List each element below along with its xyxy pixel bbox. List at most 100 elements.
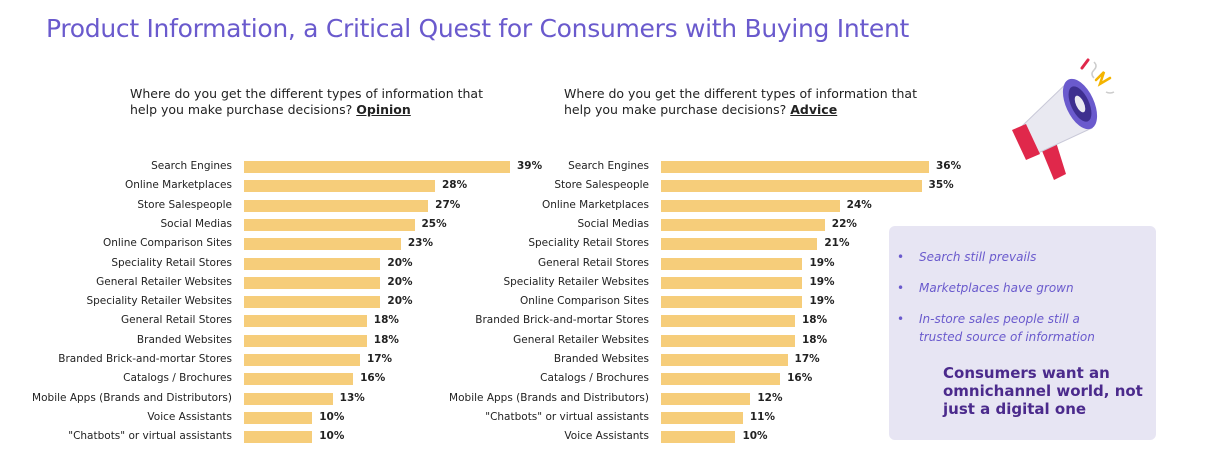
advice-value-label: 11% <box>749 410 776 423</box>
advice-value-label: 21% <box>824 237 850 250</box>
insight-bullet: Search still prevails <box>897 248 1124 266</box>
opinion-bar <box>244 315 367 328</box>
opinion-bar <box>244 257 381 270</box>
opinion-bar <box>244 354 360 366</box>
opinion-value-label: 28% <box>441 179 468 192</box>
opinion-bar <box>244 431 313 444</box>
opinion-bar <box>244 238 401 251</box>
advice-value-label: 19% <box>809 295 835 308</box>
opinion-category-label: Catalogs / Brochures <box>123 372 232 385</box>
advice-value-label: 36% <box>936 160 962 172</box>
insight-bullet: Marketplaces have grown <box>897 279 1124 297</box>
opinion-bar <box>244 161 510 173</box>
advice-bar <box>661 411 743 424</box>
advice-category-label: Catalogs / Brochures <box>540 372 649 385</box>
advice-category-label: Social Medias <box>577 217 649 230</box>
opinion-category-label: Search Engines <box>151 160 232 172</box>
advice-category-label: Online Marketplaces <box>541 198 649 211</box>
opinion-bar <box>244 276 381 289</box>
opinion-category-label: Online Marketplaces <box>124 179 232 192</box>
advice-value-label: 18% <box>802 314 828 327</box>
advice-bar <box>661 334 795 347</box>
advice-category-label: Store Salespeople <box>554 179 649 192</box>
advice-bar <box>661 315 795 328</box>
opinion-category-label: Speciality Retail Stores <box>111 256 232 269</box>
advice-category-label: Branded Brick-and-mortar Stores <box>475 314 649 327</box>
opinion-value-label: 20% <box>387 256 413 269</box>
opinion-value-label: 13% <box>339 391 365 404</box>
advice-bar <box>661 354 788 366</box>
advice-bar <box>661 218 825 231</box>
opinion-category-label: General Retail Stores <box>121 314 232 327</box>
opinion-bar <box>244 373 354 386</box>
advice-bar <box>661 161 929 173</box>
opinion-value-label: 23% <box>407 237 433 250</box>
advice-value-label: 24% <box>846 198 872 211</box>
advice-category-label: Search Engines <box>568 160 649 172</box>
advice-value-label: 19% <box>809 256 835 269</box>
advice-category-label: Branded Websites <box>553 353 649 365</box>
advice-bar <box>661 431 736 444</box>
chart-opinion-question: Where do you get the different types of … <box>130 86 483 117</box>
advice-category-label: Online Comparison Sites <box>519 295 649 308</box>
advice-bar <box>661 199 840 212</box>
opinion-value-label: 10% <box>319 430 345 443</box>
advice-value-label: 12% <box>757 391 783 404</box>
opinion-value-label: 20% <box>387 275 413 288</box>
chart-advice-title: Where do you get the different types of … <box>564 86 924 118</box>
advice-value-label: 17% <box>794 353 820 365</box>
opinion-category-label: Mobile Apps (Brands and Distributors) <box>32 391 232 404</box>
advice-value-label: 22% <box>831 217 857 230</box>
opinion-bar <box>244 296 381 309</box>
advice-bar <box>661 296 803 309</box>
chart-opinion-title: Where do you get the different types of … <box>130 86 490 118</box>
advice-bar <box>661 373 781 386</box>
opinion-category-label: Store Salespeople <box>137 198 232 211</box>
advice-bar <box>661 276 803 289</box>
opinion-category-label: Speciality Retailer Websites <box>86 295 232 308</box>
insight-bullet: In-store sales people still a trusted so… <box>897 310 1124 346</box>
opinion-value-label: 27% <box>435 198 461 211</box>
advice-value-label: 35% <box>928 179 954 192</box>
opinion-value-label: 25% <box>421 217 447 230</box>
advice-bar <box>661 257 803 270</box>
opinion-bar <box>244 392 333 405</box>
opinion-value-label: 10% <box>319 410 345 423</box>
megaphone-icon <box>1012 58 1115 180</box>
opinion-bar <box>244 180 435 193</box>
opinion-category-label: Social Medias <box>160 217 232 230</box>
opinion-category-label: Branded Brick-and-mortar Stores <box>58 353 232 365</box>
opinion-bar <box>244 218 415 231</box>
advice-bar <box>661 180 922 193</box>
opinion-bar <box>244 334 367 347</box>
opinion-category-label: Branded Websites <box>136 333 232 346</box>
advice-category-label: Mobile Apps (Brands and Distributors) <box>449 391 649 404</box>
advice-value-label: 19% <box>809 275 835 288</box>
advice-value-label: 10% <box>742 430 768 443</box>
advice-category-label: Speciality Retailer Websites <box>503 275 649 288</box>
insights-panel: Search still prevails Marketplaces have … <box>889 226 1156 440</box>
advice-bar <box>661 392 751 405</box>
opinion-value-label: 20% <box>387 295 413 308</box>
page-title: Product Information, a Critical Quest fo… <box>46 14 910 43</box>
advice-category-label: General Retail Stores <box>538 256 649 269</box>
opinion-value-label: 39% <box>517 160 543 172</box>
opinion-bar <box>244 411 313 424</box>
opinion-bar <box>244 199 429 212</box>
advice-bar <box>661 238 818 251</box>
opinion-value-label: 16% <box>360 372 386 385</box>
opinion-value-label: 18% <box>373 333 399 346</box>
chart-advice-emphasis: Advice <box>790 102 838 117</box>
advice-value-label: 18% <box>802 333 828 346</box>
opinion-category-label: General Retailer Websites <box>96 275 232 288</box>
chart-opinion-emphasis: Opinion <box>356 102 411 117</box>
advice-category-label: General Retailer Websites <box>513 333 649 346</box>
advice-value-label: 16% <box>787 372 813 385</box>
opinion-value-label: 17% <box>366 353 393 365</box>
opinion-category-label: Online Comparison Sites <box>102 237 232 250</box>
opinion-category-label: "Chatbots" or virtual assistants <box>68 430 232 443</box>
opinion-category-label: Voice Assistants <box>147 410 232 423</box>
advice-category-label: Speciality Retail Stores <box>528 237 649 250</box>
opinion-value-label: 18% <box>373 314 399 327</box>
chart-advice-question: Where do you get the different types of … <box>564 86 917 117</box>
